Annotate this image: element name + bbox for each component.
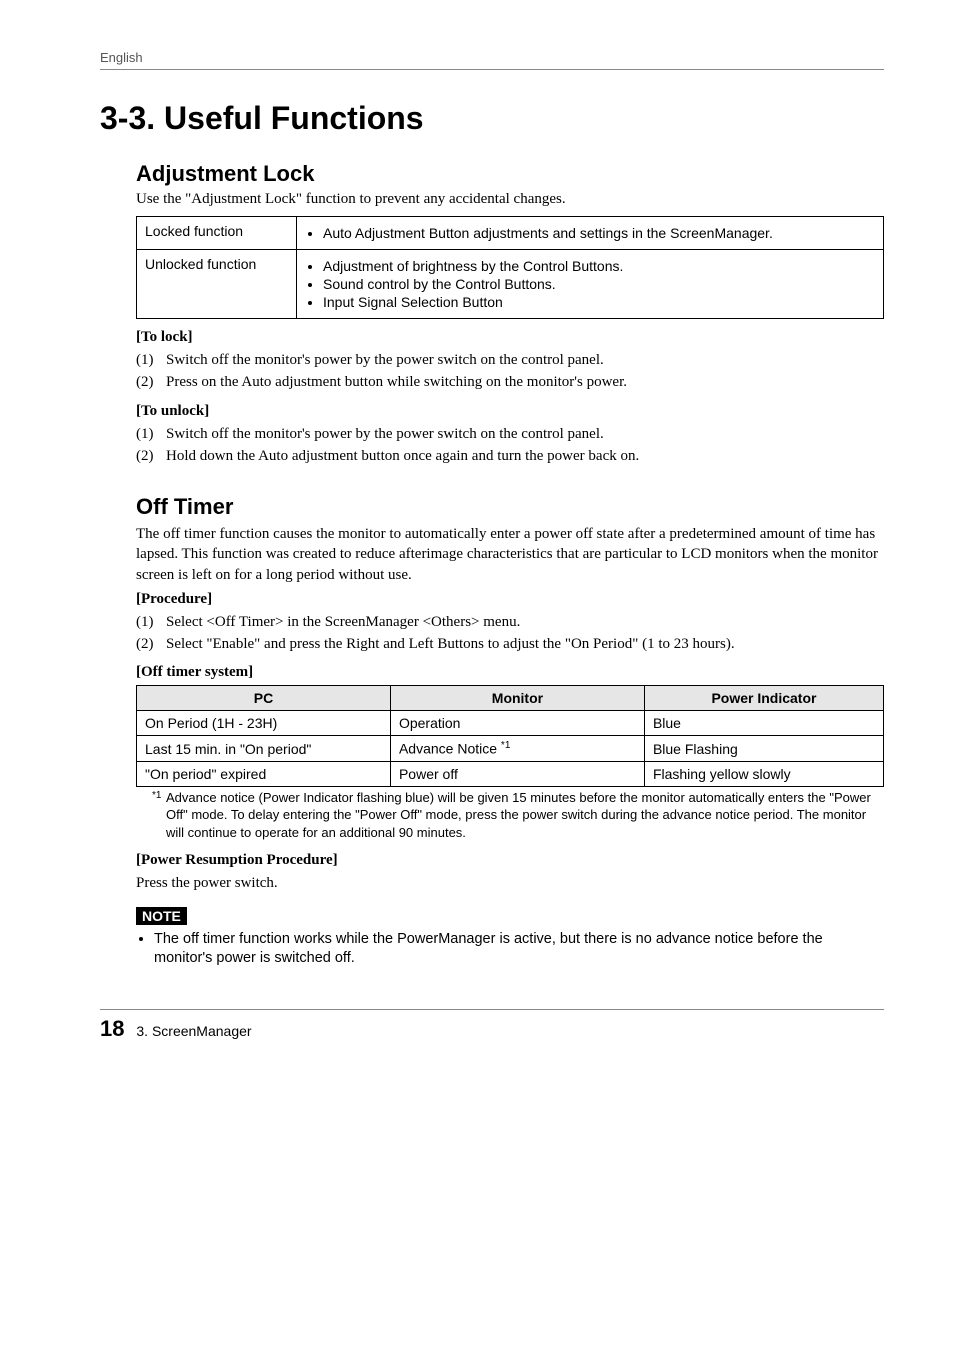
table-row: On Period (1H - 23H) Operation Blue <box>137 711 884 736</box>
step-number: (1) <box>136 612 166 632</box>
cell: Blue Flashing <box>644 736 883 762</box>
lock-table: Locked function Auto Adjustment Button a… <box>136 216 884 319</box>
to-unlock-steps: (1)Switch off the monitor's power by the… <box>136 424 884 467</box>
table-row: Last 15 min. in "On period" Advance Noti… <box>137 736 884 762</box>
to-lock-steps: (1)Switch off the monitor's power by the… <box>136 350 884 393</box>
procedure-steps: (1)Select <Off Timer> in the ScreenManag… <box>136 612 884 655</box>
adjustment-lock-intro: Use the "Adjustment Lock" function to pr… <box>136 191 884 208</box>
list-item: (2)Hold down the Auto adjustment button … <box>136 446 884 466</box>
page-container: English 3-3. Useful Functions Adjustment… <box>0 0 954 1082</box>
timer-table: PC Monitor Power Indicator On Period (1H… <box>136 685 884 787</box>
resume-text: Press the power switch. <box>136 873 884 893</box>
list-item: (2)Select "Enable" and press the Right a… <box>136 634 884 654</box>
footnote: *1 Advance notice (Power Indicator flash… <box>152 789 884 842</box>
step-text: Select <Off Timer> in the ScreenManager … <box>166 612 520 632</box>
adjustment-lock-heading: Adjustment Lock <box>136 161 884 187</box>
list-item: Adjustment of brightness by the Control … <box>323 258 875 274</box>
cell: Flashing yellow slowly <box>644 761 883 786</box>
step-text: Switch off the monitor's power by the po… <box>166 424 604 444</box>
footnote-sup: *1 <box>501 740 510 751</box>
step-text: Switch off the monitor's power by the po… <box>166 350 604 370</box>
resume-heading: [Power Resumption Procedure] <box>136 852 884 869</box>
page-number: 18 <box>100 1016 124 1041</box>
list-item: (2)Press on the Auto adjustment button w… <box>136 372 884 392</box>
note-item: The off timer function works while the P… <box>154 930 884 969</box>
cell: "On period" expired <box>137 761 391 786</box>
table-row: Locked function Auto Adjustment Button a… <box>137 217 884 250</box>
list-item: Sound control by the Control Buttons. <box>323 276 875 292</box>
list-item: (1)Select <Off Timer> in the ScreenManag… <box>136 612 884 632</box>
th-power-indicator: Power Indicator <box>644 686 883 711</box>
off-timer-heading: Off Timer <box>136 494 884 520</box>
lock-row1-label: Unlocked function <box>137 250 297 319</box>
step-text: Hold down the Auto adjustment button onc… <box>166 446 639 466</box>
header-rule <box>100 69 884 70</box>
off-timer-system-heading: [Off timer system] <box>136 664 884 681</box>
lock-row0-label: Locked function <box>137 217 297 250</box>
to-lock-heading: [To lock] <box>136 329 884 346</box>
step-number: (1) <box>136 350 166 370</box>
running-header: English <box>100 50 884 69</box>
cell: Last 15 min. in "On period" <box>137 736 391 762</box>
th-pc: PC <box>137 686 391 711</box>
step-number: (2) <box>136 372 166 392</box>
lock-row1-items: Adjustment of brightness by the Control … <box>297 250 884 319</box>
table-row: Unlocked function Adjustment of brightne… <box>137 250 884 319</box>
cell: Blue <box>644 711 883 736</box>
footer-chapter: 3. ScreenManager <box>136 1023 251 1039</box>
step-text: Select "Enable" and press the Right and … <box>166 634 735 654</box>
list-item: Auto Adjustment Button adjustments and s… <box>323 225 875 241</box>
footnote-text: Advance notice (Power Indicator flashing… <box>166 789 884 842</box>
cell: Operation <box>390 711 644 736</box>
procedure-heading: [Procedure] <box>136 591 884 608</box>
footer-text: 18 3. ScreenManager <box>100 1016 884 1042</box>
step-text: Press on the Auto adjustment button whil… <box>166 372 627 392</box>
footnote-marker: *1 <box>152 789 166 842</box>
table-row: "On period" expired Power off Flashing y… <box>137 761 884 786</box>
table-header-row: PC Monitor Power Indicator <box>137 686 884 711</box>
footer: 18 3. ScreenManager <box>100 1009 884 1042</box>
list-item: (1)Switch off the monitor's power by the… <box>136 350 884 370</box>
list-item: (1)Switch off the monitor's power by the… <box>136 424 884 444</box>
step-number: (1) <box>136 424 166 444</box>
step-number: (2) <box>136 446 166 466</box>
footer-rule <box>100 1009 884 1010</box>
section-title: 3-3. Useful Functions <box>100 100 884 137</box>
note-bullets: The off timer function works while the P… <box>136 930 884 969</box>
cell-text: Advance Notice <box>399 741 501 757</box>
off-timer-intro: The off timer function causes the monito… <box>136 524 884 585</box>
list-item: Input Signal Selection Button <box>323 294 875 310</box>
to-unlock-heading: [To unlock] <box>136 403 884 420</box>
note-label: NOTE <box>136 907 187 925</box>
cell: On Period (1H - 23H) <box>137 711 391 736</box>
th-monitor: Monitor <box>390 686 644 711</box>
lock-row0-items: Auto Adjustment Button adjustments and s… <box>297 217 884 250</box>
content-block: Adjustment Lock Use the "Adjustment Lock… <box>136 161 884 969</box>
cell: Power off <box>390 761 644 786</box>
cell-advance-notice: Advance Notice *1 <box>390 736 644 762</box>
step-number: (2) <box>136 634 166 654</box>
